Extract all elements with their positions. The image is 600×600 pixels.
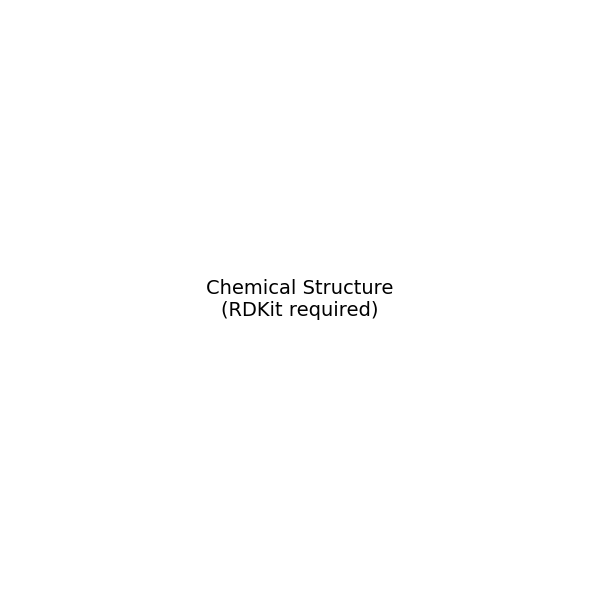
Text: Chemical Structure
(RDKit required): Chemical Structure (RDKit required) <box>206 280 394 320</box>
